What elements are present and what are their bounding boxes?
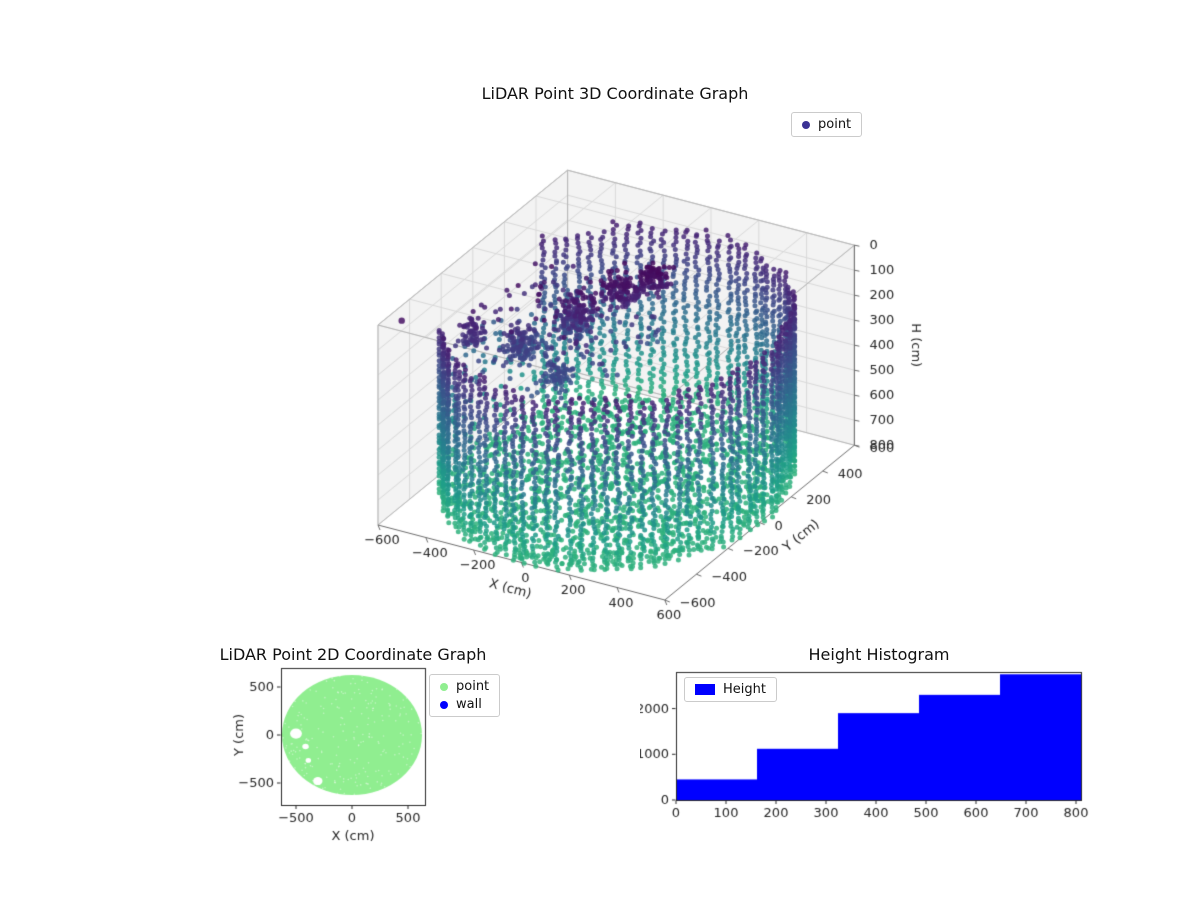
legend-label-height: Height — [723, 682, 766, 697]
height-swatch-icon — [695, 684, 715, 695]
legend-item-point: point — [802, 117, 851, 132]
plot2d-legend: point wall — [429, 674, 501, 717]
legend-label-wall: wall — [456, 697, 482, 712]
legend-item-point: point — [440, 679, 489, 694]
lidar-2d-canvas — [230, 660, 440, 860]
legend-label-point: point — [456, 679, 490, 694]
lidar-3d-canvas — [300, 105, 950, 655]
legend-item-height: Height — [695, 682, 766, 697]
plot2d-title: LiDAR Point 2D Coordinate Graph — [219, 645, 487, 664]
histogram-legend: Height — [684, 677, 777, 702]
plot3d-legend: point — [791, 112, 863, 137]
point-marker-icon — [440, 682, 448, 691]
plot3d-title: LiDAR Point 3D Coordinate Graph — [481, 84, 749, 103]
legend-item-wall: wall — [440, 697, 489, 712]
histogram-title: Height Histogram — [808, 645, 950, 664]
wall-marker-icon — [440, 700, 448, 709]
legend-label-point: point — [818, 117, 852, 132]
point-marker-icon — [802, 120, 810, 129]
